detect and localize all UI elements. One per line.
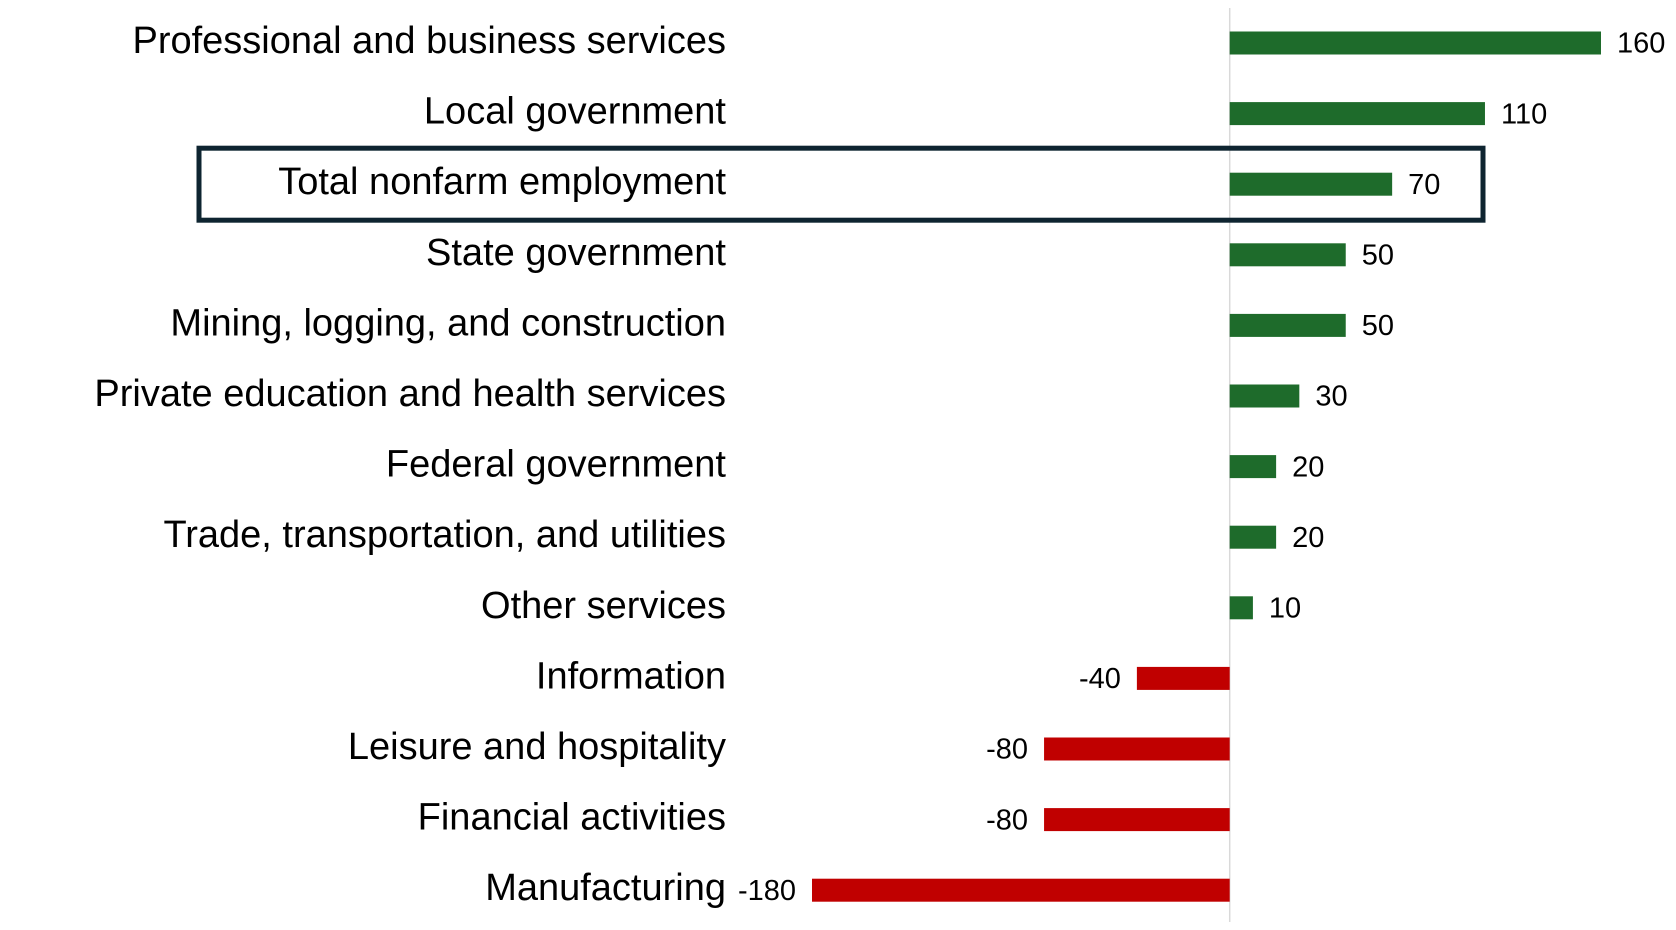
value-label: 160 xyxy=(1617,28,1665,60)
category-label: Total nonfarm employment xyxy=(278,161,726,203)
value-label: 30 xyxy=(1315,381,1347,413)
value-label: -80 xyxy=(986,734,1028,766)
bar xyxy=(1229,31,1601,55)
category-label: Mining, logging, and construction xyxy=(170,302,726,344)
highlight-box xyxy=(196,145,1486,223)
value-label: 50 xyxy=(1362,239,1394,271)
category-label: Trade, transportation, and utilities xyxy=(163,514,726,556)
bar xyxy=(1229,172,1393,196)
category-label: Leisure and hospitality xyxy=(348,726,726,768)
category-label: Professional and business services xyxy=(132,20,726,62)
category-label: Information xyxy=(536,655,726,697)
value-label: -80 xyxy=(986,804,1028,836)
category-label: State government xyxy=(426,232,726,274)
category-label: Financial activities xyxy=(418,797,726,839)
category-label: Local government xyxy=(424,91,727,133)
value-label: -180 xyxy=(738,875,796,907)
bar xyxy=(1136,666,1230,690)
value-label: 50 xyxy=(1362,310,1394,342)
bar xyxy=(1229,102,1485,126)
bar xyxy=(1229,525,1277,549)
bar xyxy=(1044,808,1230,832)
value-label: 110 xyxy=(1501,98,1547,130)
category-label: Private education and health services xyxy=(94,373,726,415)
category-label: Other services xyxy=(481,585,726,627)
bar xyxy=(1229,313,1346,337)
category-label: Manufacturing xyxy=(485,867,726,909)
value-label: -40 xyxy=(1079,663,1121,695)
value-label: 70 xyxy=(1408,169,1440,201)
bar xyxy=(1044,737,1230,761)
bar xyxy=(1229,596,1253,620)
bar xyxy=(812,878,1230,902)
bar xyxy=(1229,455,1277,479)
value-label: 20 xyxy=(1292,522,1324,554)
value-label: 20 xyxy=(1292,451,1324,483)
bar xyxy=(1229,384,1300,408)
value-label: 10 xyxy=(1269,592,1301,624)
category-label: Federal government xyxy=(386,444,727,486)
bar xyxy=(1229,243,1346,267)
